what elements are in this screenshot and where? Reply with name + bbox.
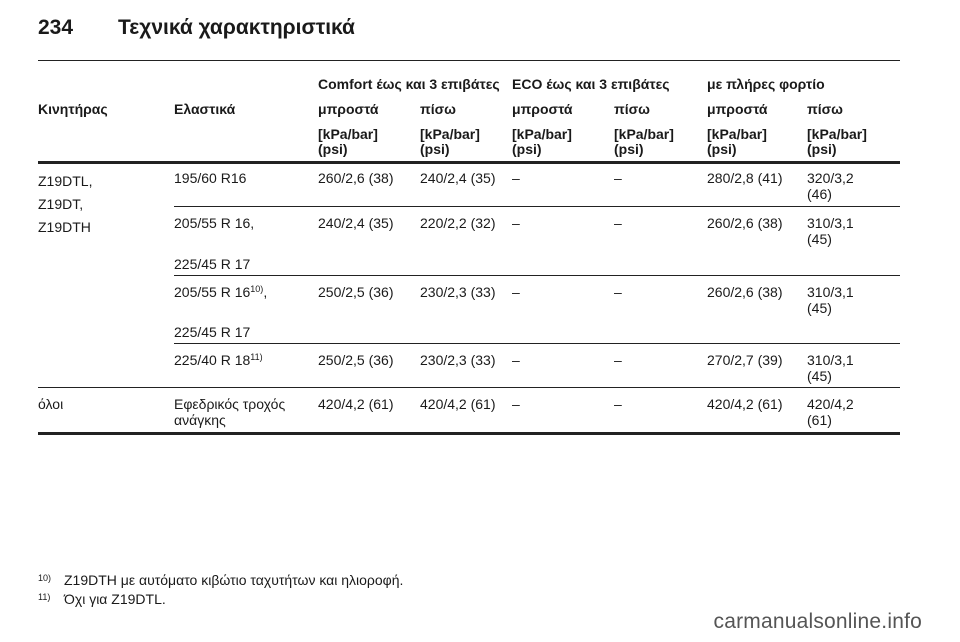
pressure-cell: 420/4,2 (61) <box>318 396 394 412</box>
header-rule <box>38 60 900 61</box>
tyre-cell-line2: 225/45 R 17 <box>174 324 251 340</box>
unit-header: [kPa/bar] (psi) <box>512 127 572 157</box>
engine-code: Z19DTH <box>38 219 91 235</box>
pressure-cell: – <box>614 170 622 186</box>
tyre-size: 225/40 R 18 <box>174 352 251 368</box>
unit-psi: (psi) <box>512 141 542 157</box>
pressure-cell: 230/2,3 (33) <box>420 284 496 300</box>
pressure-cell: 270/2,7 (39) <box>707 352 783 368</box>
tyre-cell: 205/55 R 16, <box>174 215 255 231</box>
pressure-cell: 310/3,1 (45) <box>807 215 854 247</box>
unit-psi: (psi) <box>807 141 837 157</box>
tyre-cell: 225/40 R 1811) <box>174 352 263 368</box>
pressure-cell: 250/2,5 (36) <box>318 284 394 300</box>
pressure-cell: 280/2,8 (41) <box>707 170 783 186</box>
group-header-comfort: Comfort έως και 3 επιβάτες <box>318 76 500 92</box>
unit-kpa: [kPa/bar] <box>807 126 867 142</box>
pressure-cell: 240/2,4 (35) <box>318 215 394 231</box>
footnote-text: Όχι για Z19DTL. <box>64 591 166 607</box>
pressure-cell: 240/2,4 (35) <box>420 170 496 186</box>
tyre-separator: , <box>263 284 268 300</box>
pressure-cell: 230/2,3 (33) <box>420 352 496 368</box>
col-header-full-rear: πίσω <box>807 101 844 117</box>
pressure-cell: – <box>614 396 622 412</box>
col-header-eco-front: μπροστά <box>512 101 573 117</box>
tyre-size: 205/55 R 16 <box>174 284 251 300</box>
unit-kpa: [kPa/bar] <box>512 126 572 142</box>
pressure-cell: – <box>512 215 520 231</box>
pressure-cell: 260/2,6 (38) <box>707 284 783 300</box>
tyre-cell: Εφεδρικός τροχός ανάγκης <box>174 396 286 428</box>
unit-psi: (psi) <box>707 141 737 157</box>
row-divider <box>174 275 900 276</box>
pressure-cell: 260/2,6 (38) <box>707 215 783 231</box>
pressure-cell: – <box>512 352 520 368</box>
col-header-comfort-front: μπροστά <box>318 101 379 117</box>
pressure-cell: – <box>614 284 622 300</box>
unit-kpa: [kPa/bar] <box>318 126 378 142</box>
footnote: 11) Όχι για Z19DTL. <box>38 591 166 607</box>
col-header-engine: Κινητήρας <box>38 101 108 117</box>
tyre-cell: 195/60 R16 <box>174 170 247 186</box>
pressure-cell: – <box>512 284 520 300</box>
pressure-cell: 260/2,6 (38) <box>318 170 394 186</box>
unit-header: [kPa/bar] (psi) <box>807 127 867 157</box>
page-title: Τεχνικά χαρακτηριστικά <box>118 16 355 39</box>
row-divider <box>174 206 900 207</box>
unit-header: [kPa/bar] (psi) <box>420 127 480 157</box>
unit-psi: (psi) <box>318 141 348 157</box>
footnote-mark: 10) <box>38 573 52 583</box>
table-bottom-rule <box>38 432 900 435</box>
footnote-ref: 11) <box>250 352 263 362</box>
pressure-cell: 250/2,5 (36) <box>318 352 394 368</box>
tyre-cell: 205/55 R 1610), <box>174 284 267 300</box>
page-number: 234 <box>38 16 74 39</box>
unit-psi: (psi) <box>420 141 450 157</box>
pressure-cell: – <box>614 352 622 368</box>
table-header-rule <box>38 161 900 164</box>
footnote-text: Z19DTH με αυτόματο κιβώτιο ταχυτήτων και… <box>64 572 404 588</box>
row-divider <box>38 387 900 388</box>
unit-header: [kPa/bar] (psi) <box>318 127 378 157</box>
unit-header: [kPa/bar] (psi) <box>707 127 767 157</box>
engine-group-cell: Z19DTL, Z19DT, Z19DTH <box>38 170 92 239</box>
pressure-cell: 420/4,2 (61) <box>807 396 854 428</box>
pressure-cell: 320/3,2 (46) <box>807 170 854 202</box>
group-header-full-load: με πλήρες φορτίο <box>707 76 825 92</box>
footnote-mark: 11) <box>38 592 51 602</box>
page-header: 234 Τεχνικά χαρακτηριστικά <box>38 16 355 40</box>
col-header-eco-rear: πίσω <box>614 101 651 117</box>
col-header-full-front: μπροστά <box>707 101 768 117</box>
footnote: 10) Z19DTH με αυτόματο κιβώτιο ταχυτήτων … <box>38 572 403 588</box>
unit-psi: (psi) <box>614 141 644 157</box>
pressure-cell: 420/4,2 (61) <box>420 396 496 412</box>
footnote-ref: 10) <box>250 284 264 294</box>
group-header-eco: ECO έως και 3 επιβάτες <box>512 76 670 92</box>
pressure-cell: 310/3,1 (45) <box>807 284 854 316</box>
engine-cell: όλοι <box>38 396 64 412</box>
col-header-tyres: Ελαστικά <box>174 101 236 117</box>
pressure-cell: – <box>512 170 520 186</box>
unit-header: [kPa/bar] (psi) <box>614 127 674 157</box>
unit-kpa: [kPa/bar] <box>707 126 767 142</box>
watermark: carmanualsonline.info <box>713 610 922 633</box>
pressure-cell: – <box>512 396 520 412</box>
col-header-comfort-rear: πίσω <box>420 101 457 117</box>
row-divider <box>174 343 900 344</box>
pressure-cell: 420/4,2 (61) <box>707 396 783 412</box>
engine-code: Z19DT, <box>38 196 84 212</box>
unit-kpa: [kPa/bar] <box>420 126 480 142</box>
tyre-cell-line2: 225/45 R 17 <box>174 256 251 272</box>
pressure-cell: – <box>614 215 622 231</box>
pressure-cell: 310/3,1 (45) <box>807 352 854 384</box>
unit-kpa: [kPa/bar] <box>614 126 674 142</box>
engine-code: Z19DTL, <box>38 173 93 189</box>
pressure-cell: 220/2,2 (32) <box>420 215 496 231</box>
